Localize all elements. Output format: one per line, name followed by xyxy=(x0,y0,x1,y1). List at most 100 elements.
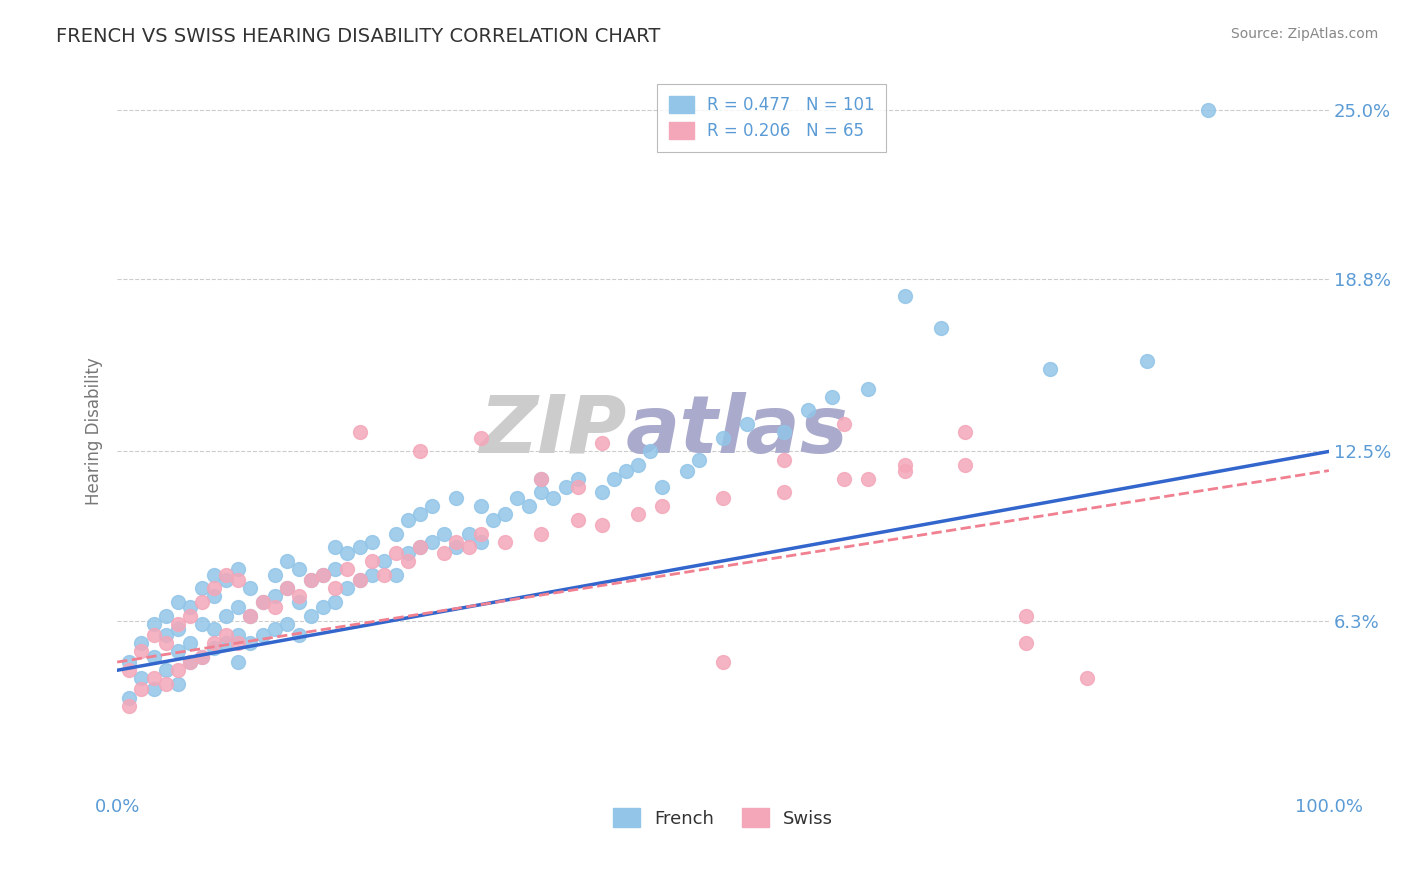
Point xyxy=(215,573,238,587)
Point xyxy=(202,567,225,582)
Point xyxy=(228,628,250,642)
Point xyxy=(832,472,855,486)
Point xyxy=(894,464,917,478)
Point xyxy=(142,672,165,686)
Point xyxy=(166,616,188,631)
Point xyxy=(131,682,153,697)
Point xyxy=(894,458,917,472)
Point xyxy=(215,608,238,623)
Point xyxy=(252,595,274,609)
Point xyxy=(675,464,697,478)
Point xyxy=(797,403,820,417)
Point xyxy=(155,677,177,691)
Point xyxy=(252,595,274,609)
Point xyxy=(506,491,529,505)
Point xyxy=(299,608,322,623)
Point xyxy=(482,513,505,527)
Point xyxy=(142,628,165,642)
Point xyxy=(457,526,479,541)
Point xyxy=(832,417,855,431)
Point xyxy=(446,534,468,549)
Point xyxy=(215,567,238,582)
Point xyxy=(323,540,346,554)
Point xyxy=(215,628,238,642)
Point xyxy=(420,534,443,549)
Point xyxy=(228,636,250,650)
Point xyxy=(312,567,335,582)
Point xyxy=(299,573,322,587)
Point xyxy=(349,425,371,440)
Point xyxy=(446,491,468,505)
Point xyxy=(191,616,214,631)
Point xyxy=(955,425,977,440)
Text: ZIP: ZIP xyxy=(478,392,626,470)
Point xyxy=(228,562,250,576)
Point xyxy=(772,425,794,440)
Point xyxy=(323,595,346,609)
Point xyxy=(323,581,346,595)
Point xyxy=(179,636,201,650)
Point xyxy=(191,595,214,609)
Point xyxy=(239,608,262,623)
Point xyxy=(276,554,298,568)
Point xyxy=(142,649,165,664)
Point xyxy=(1136,354,1159,368)
Point xyxy=(627,508,650,522)
Point xyxy=(142,682,165,697)
Point xyxy=(323,562,346,576)
Point xyxy=(420,499,443,513)
Point xyxy=(457,540,479,554)
Point xyxy=(118,663,141,677)
Point xyxy=(288,595,311,609)
Text: atlas: atlas xyxy=(626,392,849,470)
Point xyxy=(202,581,225,595)
Point xyxy=(1039,362,1062,376)
Point xyxy=(567,480,589,494)
Point xyxy=(263,600,285,615)
Point xyxy=(118,698,141,713)
Point xyxy=(276,581,298,595)
Point xyxy=(179,608,201,623)
Point xyxy=(614,464,637,478)
Point xyxy=(191,581,214,595)
Point xyxy=(166,663,188,677)
Point xyxy=(155,608,177,623)
Point xyxy=(517,499,540,513)
Legend: French, Swiss: French, Swiss xyxy=(606,801,841,835)
Point xyxy=(470,431,492,445)
Point xyxy=(118,655,141,669)
Point xyxy=(228,655,250,669)
Point xyxy=(312,567,335,582)
Point xyxy=(373,554,395,568)
Point xyxy=(530,526,553,541)
Point xyxy=(651,499,673,513)
Point xyxy=(360,534,382,549)
Point xyxy=(711,491,734,505)
Point xyxy=(955,458,977,472)
Point xyxy=(433,546,456,560)
Point xyxy=(276,616,298,631)
Point xyxy=(202,622,225,636)
Point xyxy=(894,288,917,302)
Point xyxy=(385,567,408,582)
Point xyxy=(470,499,492,513)
Point xyxy=(711,431,734,445)
Point xyxy=(711,655,734,669)
Point xyxy=(118,690,141,705)
Point xyxy=(288,562,311,576)
Point xyxy=(858,382,880,396)
Point xyxy=(591,485,613,500)
Point xyxy=(228,600,250,615)
Point xyxy=(360,554,382,568)
Point xyxy=(312,600,335,615)
Point xyxy=(373,567,395,582)
Point xyxy=(202,641,225,656)
Point xyxy=(409,540,432,554)
Point xyxy=(494,508,516,522)
Point xyxy=(179,600,201,615)
Point xyxy=(396,513,419,527)
Point xyxy=(228,573,250,587)
Point xyxy=(1015,636,1038,650)
Point xyxy=(409,508,432,522)
Point xyxy=(131,672,153,686)
